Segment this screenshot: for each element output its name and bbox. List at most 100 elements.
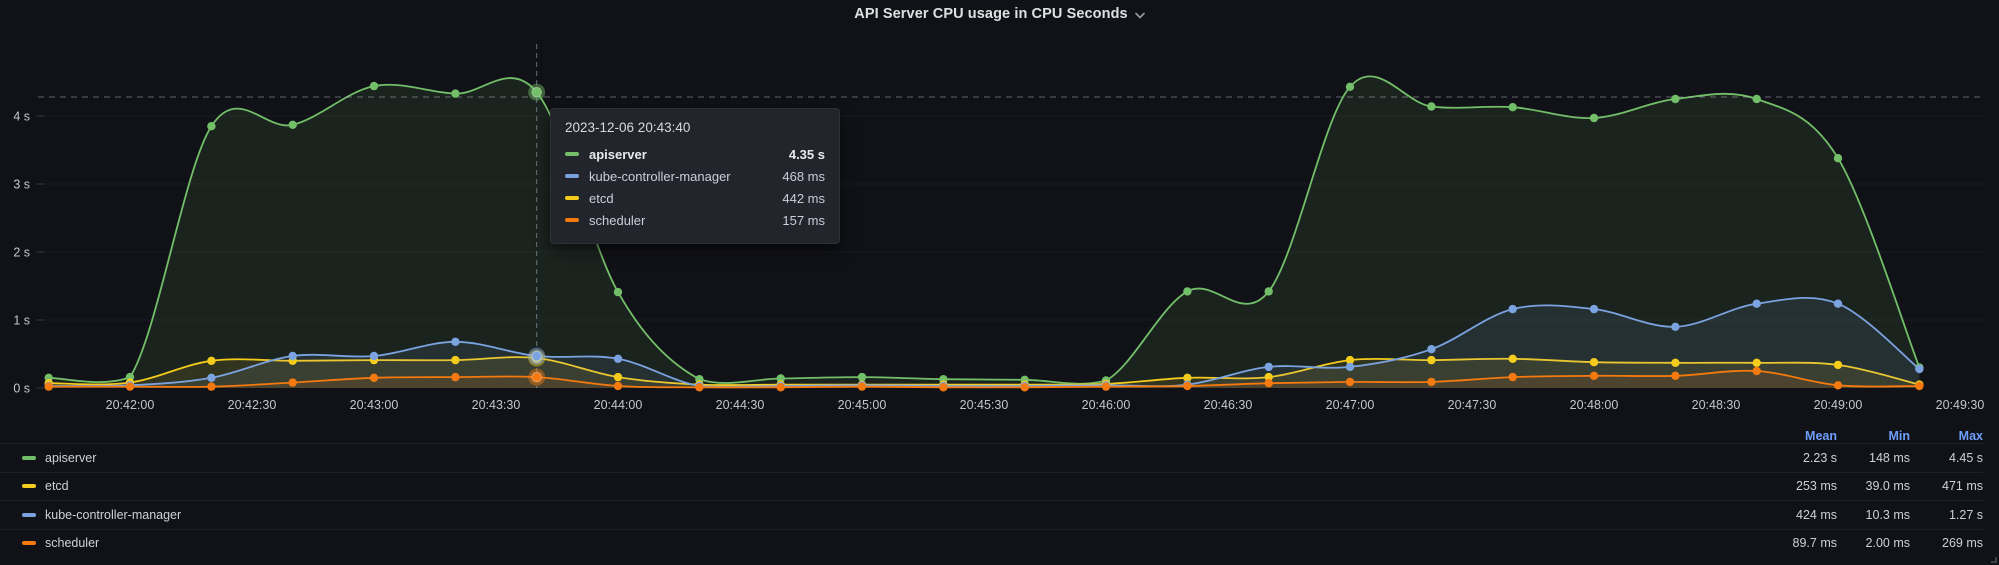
x-axis-label: 20:44:00: [594, 398, 643, 412]
tooltip-series-row: kube-controller-manager 468 ms: [565, 165, 825, 187]
legend-series-name: etcd: [45, 479, 69, 494]
y-axis-label: 4 s: [13, 110, 30, 124]
tooltip-series-name: etcd: [589, 190, 614, 206]
tooltip-series-name: kube-controller-manager: [589, 168, 731, 184]
series-color-swatch: [22, 484, 36, 489]
series-point-apiserver: [1752, 94, 1761, 104]
series-color-swatch: [565, 196, 579, 200]
panel-header[interactable]: API Server CPU usage in CPU Seconds: [0, 0, 1999, 28]
series-color-swatch: [22, 512, 36, 517]
series-point-scheduler: [776, 383, 785, 392]
y-axis-label: 0 s: [13, 382, 30, 396]
panel-title: API Server CPU usage in CPU Seconds: [854, 6, 1128, 22]
series-point-apiserver: [1671, 94, 1680, 104]
series-point-etcd: [1264, 372, 1273, 382]
legend-mean-value: 253 ms: [1796, 479, 1837, 494]
y-axis-label: 3 s: [13, 178, 30, 192]
legend-table: Mean Min Max apiserver 2.23 s 148 ms 4.45 s…: [0, 429, 1999, 565]
series-point-etcd: [1589, 358, 1599, 367]
legend-series-toggle-apiserver[interactable]: apiserver: [0, 451, 1764, 465]
x-axis-label: 20:47:30: [1448, 398, 1497, 412]
legend-mean-value: 2.23 s: [1802, 450, 1837, 465]
series-point-kube-controller-manager: [1915, 364, 1924, 374]
x-axis-label: 20:44:30: [716, 398, 765, 412]
series-line-apiserver: [48, 75, 1921, 385]
series-point-apiserver: [776, 374, 785, 383]
series-point-scheduler: [1508, 372, 1517, 382]
legend-max-value: 1.27 s: [1948, 507, 1983, 522]
series-point-etcd: [1183, 373, 1192, 382]
series-point-apiserver: [1183, 287, 1192, 296]
series-point-kube-controller-manager: [451, 337, 460, 346]
tooltip-series-row: apiserver 4.35 s: [565, 143, 825, 165]
tooltip-series-row: scheduler 157 ms: [565, 209, 825, 231]
series-point-scheduler: [1589, 371, 1599, 380]
series-point-etcd: [1752, 358, 1761, 367]
legend-row-kube-controller-manager: kube-controller-manager 424 ms 10.3 ms 1.27…: [0, 500, 1983, 529]
series-point-etcd: [1427, 355, 1436, 365]
series-point-apiserver: [207, 122, 216, 131]
series-point-scheduler: [44, 382, 53, 391]
tooltip-series-row: etcd 442 ms: [565, 187, 825, 209]
y-axis-label: 1 s: [13, 314, 30, 328]
legend-series-name: kube-controller-manager: [45, 507, 182, 522]
x-axis-label: 20:48:00: [1570, 398, 1619, 412]
series-point-apiserver: [1508, 103, 1517, 112]
series-point-etcd: [613, 372, 623, 382]
series-line-etcd: [48, 356, 1920, 387]
series-line-scheduler: [48, 369, 1920, 389]
legend-series-toggle-scheduler[interactable]: scheduler: [0, 536, 1764, 550]
legend-sort-mean[interactable]: Mean: [1805, 429, 1837, 443]
chart-canvas: 0 s 1 s 2 s 3 s 4 s 20:42:00 20:42:30 20:43:00 2…: [13, 44, 1985, 412]
cursor-point-kube-controller-manager: [531, 350, 542, 362]
legend-sort-min[interactable]: Min: [1888, 429, 1910, 443]
x-axis-label: 20:45:30: [960, 398, 1009, 412]
time-series-chart[interactable]: 0 s 1 s 2 s 3 s 4 s 20:42:00 20:42:30 20:43:00 2…: [0, 0, 1999, 420]
legend-max-value: 269 ms: [1942, 536, 1983, 551]
series-fill-apiserver: [48, 76, 1920, 388]
series-color-swatch: [22, 455, 36, 460]
series-point-apiserver: [1833, 154, 1843, 163]
series-line-kube-controller-manager: [48, 296, 1920, 388]
series-point-apiserver: [1264, 287, 1273, 296]
series-point-scheduler: [695, 383, 704, 392]
legend-mean-value: 89.7 ms: [1792, 536, 1837, 551]
series-point-etcd: [1508, 354, 1517, 363]
legend-sort-max[interactable]: Max: [1958, 429, 1983, 443]
series-point-kube-controller-manager: [1345, 362, 1355, 372]
panel-resize-handle[interactable]: [1991, 557, 1997, 563]
x-axis-label: 20:43:00: [350, 398, 399, 412]
series-point-etcd: [451, 355, 460, 365]
series-point-apiserver: [288, 120, 297, 129]
series-point-scheduler: [288, 378, 297, 387]
legend-series-toggle-kube-controller-manager[interactable]: kube-controller-manager: [0, 508, 1764, 522]
series-point-scheduler: [1833, 381, 1843, 390]
legend-series-name: apiserver: [45, 450, 97, 465]
y-axis-label: 2 s: [13, 246, 30, 260]
legend-series-toggle-etcd[interactable]: etcd: [0, 479, 1764, 493]
tooltip-timestamp: 2023-12-06 20:43:40: [565, 120, 691, 135]
x-axis-label: 20:48:30: [1692, 398, 1741, 412]
tooltip-series-name: scheduler: [589, 212, 646, 228]
tooltip-series-value: 4.35 s: [788, 146, 825, 162]
series-point-scheduler: [1915, 381, 1924, 391]
x-axis-label: 20:46:30: [1204, 398, 1253, 412]
x-axis-label: 20:46:00: [1082, 398, 1131, 412]
series-point-etcd: [207, 356, 216, 365]
series-point-scheduler: [1427, 377, 1436, 387]
series-point-etcd: [1345, 355, 1355, 365]
x-axis-label: 20:47:00: [1326, 398, 1375, 412]
legend-min-value: 2.00 ms: [1865, 536, 1910, 551]
legend-row-scheduler: scheduler 89.7 ms 2.00 ms 269 ms: [0, 528, 1983, 558]
x-axis-label: 20:43:30: [472, 398, 521, 412]
series-point-kube-controller-manager: [1427, 345, 1436, 354]
series-point-etcd: [1671, 358, 1680, 367]
series-point-scheduler: [125, 382, 135, 391]
series-point-scheduler: [1020, 383, 1029, 392]
x-axis-label: 20:49:00: [1814, 398, 1863, 412]
cursor-point-apiserver: [531, 86, 542, 98]
legend-row-apiserver: apiserver 2.23 s 148 ms 4.45 s: [0, 443, 1983, 472]
series-point-apiserver: [857, 372, 867, 382]
series-point-kube-controller-manager: [1833, 299, 1843, 308]
